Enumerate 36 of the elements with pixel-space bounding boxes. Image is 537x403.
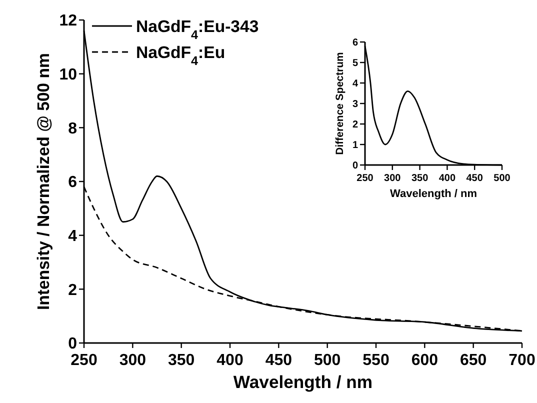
y-tick-label: 8 — [68, 120, 78, 138]
y-tick-label: 6 — [68, 174, 78, 192]
x-tick-label: 350 — [411, 173, 429, 184]
x-tick-label: 450 — [466, 173, 484, 184]
y-tick-label: 12 — [59, 12, 78, 30]
x-tick-label: 400 — [438, 173, 456, 184]
x-axis-title: Wavelength / nm — [233, 372, 373, 392]
y-tick-label: 2 — [68, 282, 78, 299]
x-tick-label: 400 — [216, 352, 244, 369]
y-tick-label: 10 — [59, 66, 78, 84]
y-tick-label: 6 — [352, 38, 358, 48]
x-tick-label: 300 — [384, 173, 402, 184]
x-axis-title: Wavelength / nm — [390, 188, 478, 200]
y-tick-label: 5 — [352, 58, 358, 69]
y-tick-label: 0 — [68, 336, 78, 353]
x-tick-label: 450 — [265, 352, 292, 369]
x-tick-label: 700 — [508, 352, 536, 369]
x-tick-label: 300 — [119, 352, 146, 369]
y-tick-label: 0 — [352, 160, 358, 172]
y-tick-label: 4 — [68, 228, 78, 245]
y-tick-label: 1 — [352, 140, 358, 151]
y-tick-label: 4 — [352, 78, 358, 90]
y-axis-title: Difference Spectrum — [334, 52, 346, 155]
legend-label: NaGdF$_{4}$:Eu-343 — [136, 17, 259, 42]
x-tick-label: 600 — [411, 352, 438, 369]
y-tick-label: 2 — [352, 120, 358, 130]
x-tick-label: 650 — [460, 352, 487, 369]
x-tick-label: 500 — [314, 352, 341, 369]
x-tick-label: 250 — [356, 173, 374, 184]
x-tick-label: 550 — [362, 352, 390, 369]
y-axis-title: Intensity / Normalized @ 500 nm — [34, 53, 53, 310]
legend-label: NaGdF$_{4}$:Eu — [136, 43, 226, 68]
x-tick-label: 500 — [494, 173, 511, 184]
x-tick-label: 350 — [168, 352, 195, 369]
y-tick-label: 3 — [352, 99, 358, 110]
x-tick-label: 250 — [70, 352, 98, 369]
